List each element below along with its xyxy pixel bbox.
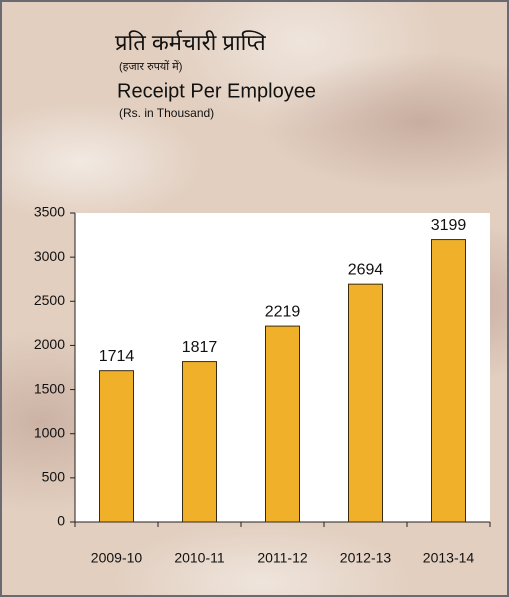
bar [99,370,134,523]
y-tick-label: 2000 [34,336,65,352]
y-tick-label: 500 [42,469,66,485]
chart-title-hindi: प्रति कर्मचारी प्राप्ति [115,30,266,55]
y-tick-label: 0 [57,513,65,529]
bar [348,283,383,523]
x-tick-label: 2010-11 [174,550,225,566]
bar [431,239,466,523]
chart-subtitle: (Rs. in Thousand) [119,106,214,120]
y-tick-label: 1500 [34,380,65,396]
y-tick-label: 3000 [34,248,65,264]
x-tick-label: 2009-10 [91,550,143,566]
y-tick-label: 1000 [34,424,65,440]
data-label: 1817 [182,339,218,356]
bar [265,325,300,523]
x-tick-label: 2011-12 [257,550,308,566]
chart-title: Receipt Per Employee [117,80,316,102]
bar [182,361,217,523]
data-label: 2219 [265,303,301,320]
y-tick-label: 2500 [34,292,65,308]
x-tick-label: 2013-14 [423,550,475,566]
data-label: 3199 [431,217,467,234]
y-tick-label: 3500 [34,204,65,220]
chart-subtitle-hindi: (हजार रुपयों में) [119,60,182,73]
data-label: 1714 [99,348,135,365]
x-tick-label: 2012-13 [340,550,392,566]
data-label: 2694 [348,261,384,278]
